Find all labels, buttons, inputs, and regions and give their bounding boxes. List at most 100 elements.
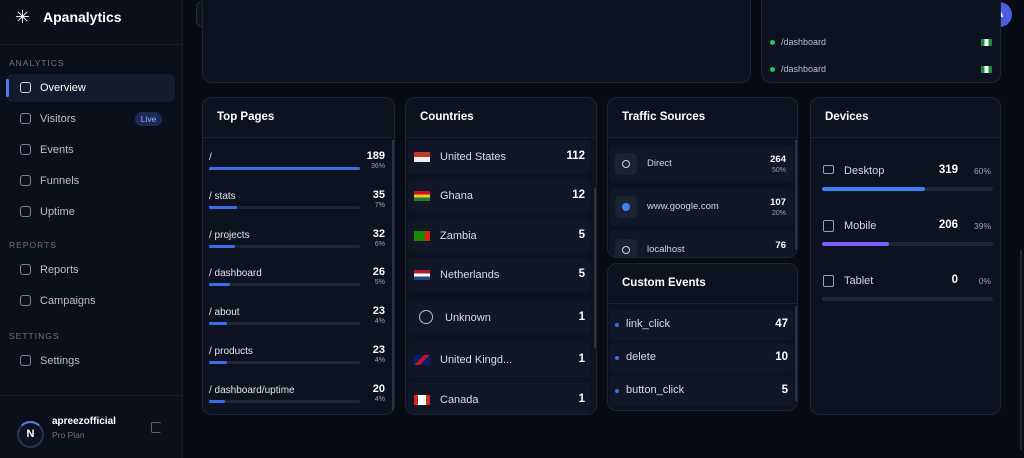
country-row: Netherlands 5: [408, 258, 591, 292]
divider: [0, 44, 183, 45]
page-scrollbar: [1020, 250, 1022, 450]
event-name: link_click: [626, 318, 671, 330]
divider: [811, 137, 1000, 138]
bar-fill: [822, 187, 925, 191]
nav-label: Uptime: [40, 206, 75, 218]
section-title: REPORTS: [9, 240, 57, 250]
source-row: www.google.com 107 20%: [610, 188, 793, 226]
flag: [414, 355, 430, 365]
bar-track: [822, 297, 993, 301]
source-name: Direct: [647, 158, 672, 169]
scrollbar: [795, 306, 797, 401]
nav-icon: [20, 355, 31, 366]
nav-item[interactable]: Reports: [6, 256, 175, 284]
source-name: www.google.com: [647, 201, 719, 212]
globe-icon: [419, 310, 433, 324]
device-name: Mobile: [844, 220, 877, 232]
bar-track: [209, 244, 360, 248]
bar-track: [209, 205, 360, 209]
event-row: link_click 47: [610, 310, 793, 340]
bar-fill: [209, 205, 237, 209]
user-plan: Pro Plan: [52, 430, 85, 440]
user-avatar: N: [17, 421, 44, 448]
nav-item[interactable]: Funnels: [6, 167, 175, 195]
page-path: / stats: [209, 190, 236, 202]
page-pct: 4%: [374, 395, 385, 403]
source-glyph: [622, 160, 630, 168]
country-row: United States 112: [408, 140, 591, 174]
live-badge: Live: [135, 112, 162, 126]
bar-track: [209, 283, 360, 287]
page-pct: 7%: [374, 201, 385, 209]
source-count: 107: [770, 197, 786, 208]
logout-icon[interactable]: [151, 422, 161, 433]
source-pct: 20%: [771, 210, 786, 217]
section-title: SETTINGS: [9, 331, 60, 341]
page-path: /: [209, 152, 212, 163]
nav-item[interactable]: Campaigns: [6, 287, 175, 315]
country-name: Canada: [440, 394, 479, 406]
nav-icon: [20, 295, 31, 306]
nav-item[interactable]: Settings: [6, 347, 175, 375]
flag: [981, 39, 992, 46]
nav-item[interactable]: Events: [6, 136, 175, 164]
page-path: /dashboard: [781, 64, 827, 74]
nav-icon: [20, 264, 31, 275]
section-title: ANALYTICS: [9, 58, 65, 68]
bar-fill: [209, 283, 230, 287]
country-name: United States: [440, 151, 507, 163]
device-name: Desktop: [844, 165, 885, 177]
country-name: Zambia: [440, 230, 477, 242]
page-path: / products: [209, 346, 253, 357]
divider: [608, 303, 797, 304]
bar-track: [822, 187, 993, 191]
nav-item[interactable]: Visitors Live: [6, 105, 175, 133]
device-icon: [823, 165, 834, 174]
country-row: Unknown 1: [408, 301, 591, 335]
nav-item[interactable]: Uptime: [6, 198, 175, 226]
page-count: 20: [372, 382, 385, 395]
nav-icon: [20, 113, 31, 124]
recent-activity-card: /dashboard/dashboard: [761, 0, 1001, 83]
country-count: 12: [572, 189, 585, 201]
event-row: button_click 5: [610, 376, 793, 406]
page-count: 23: [372, 305, 385, 318]
user-name: apreezofficial: [52, 416, 116, 427]
event-row: delete 10: [610, 343, 793, 373]
page-path: / projects: [209, 229, 250, 241]
nav-icon: [20, 206, 31, 217]
bar-fill: [209, 399, 225, 403]
source-name: localhost: [647, 244, 685, 255]
divider: [406, 137, 596, 138]
source-pct: 50%: [771, 167, 786, 174]
page-count: 35: [372, 188, 385, 201]
country-name: Unknown: [445, 312, 491, 324]
page-count: 26: [372, 266, 385, 279]
page-pct: 5%: [374, 279, 385, 287]
nav-label: Reports: [40, 264, 79, 276]
bar-track: [209, 361, 360, 364]
card-title: Countries: [420, 111, 474, 123]
event-name: button_click: [626, 384, 685, 396]
devices-card: Devices Desktop 319 60% Mobile 206 39% Tablet 0 0…: [810, 97, 1001, 415]
source-row: localhost 76: [610, 231, 793, 257]
scrollbar: [392, 140, 394, 410]
nav-item[interactable]: Overview: [6, 74, 175, 102]
device-name: Tablet: [844, 275, 874, 287]
device-icon: [823, 275, 834, 287]
nav-label: Overview: [40, 82, 86, 94]
flag: [414, 191, 430, 201]
nav-label: Settings: [40, 355, 80, 367]
nav-label: Funnels: [40, 175, 80, 187]
nav-label: Events: [40, 144, 74, 156]
overview-chart-card: [202, 0, 751, 83]
device-pct: 60%: [973, 166, 991, 176]
divider: [203, 137, 394, 138]
page-count: 32: [372, 227, 385, 240]
brand: Apanalytics: [43, 9, 122, 25]
live-dot: [770, 67, 775, 72]
brand-icon: ✳: [15, 7, 31, 27]
page-count: 23: [372, 344, 385, 356]
event-dot: [615, 323, 619, 327]
top-pages-card: Top Pages / 189 36% / stats 35 7% / projects 32 6…: [202, 97, 395, 415]
